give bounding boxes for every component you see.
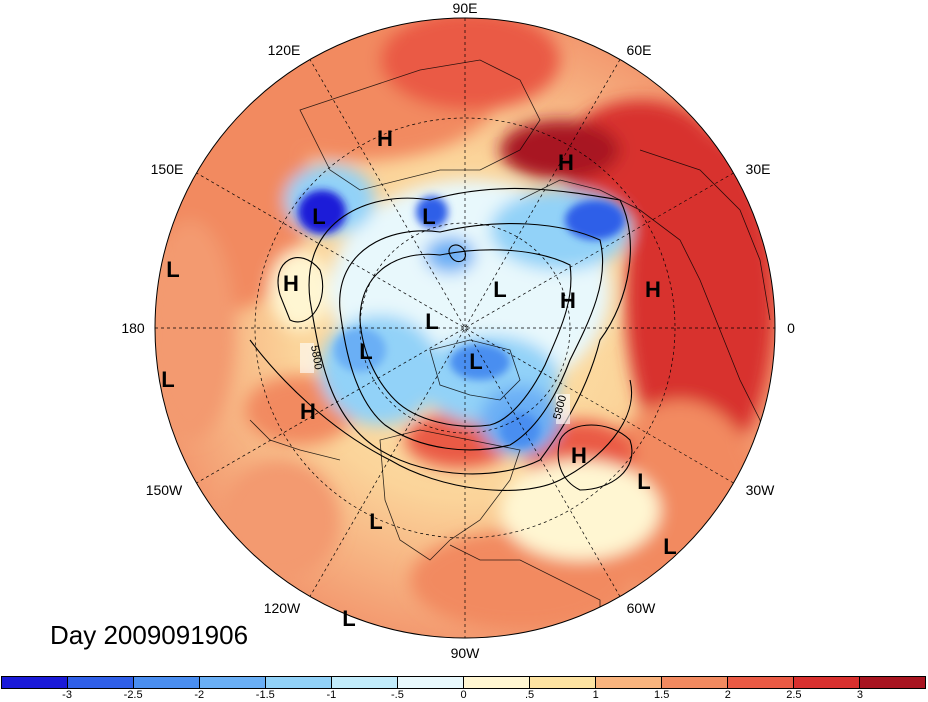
map-boundary	[154, 17, 776, 639]
colorbar-segment	[134, 677, 200, 688]
lon-label-120w: 120W	[264, 600, 301, 616]
lon-label-60e: 60E	[627, 42, 652, 58]
colorbar-tick-label: 0	[460, 689, 467, 701]
lon-label-180: 180	[121, 320, 145, 336]
colorbar-tick-label: -1	[326, 689, 337, 701]
colorbar-segment	[398, 677, 464, 688]
colorbar-segment	[68, 677, 134, 688]
colorbar-tick-label: 3	[856, 689, 863, 701]
colorbar-segment	[266, 677, 332, 688]
low-pressure-center: L	[166, 257, 179, 282]
high-pressure-center: H	[558, 150, 574, 175]
lon-label-150w: 150W	[146, 482, 183, 498]
colorbar-segment	[200, 677, 266, 688]
colorbar: -3 -2.5 -2 -1.5 -1 -.5 0 .5 1 1.5 2 2.5 3	[0, 676, 928, 702]
height-contours	[249, 187, 633, 491]
high-pressure-center: H	[560, 288, 576, 313]
lon-label-60w: 60W	[627, 600, 657, 616]
graticule	[155, 18, 775, 638]
high-pressure-center: H	[283, 271, 299, 296]
colorbar-tick-label: 1	[592, 689, 599, 701]
colorbar-segment	[2, 677, 68, 688]
colorbar-tick-label: 2	[724, 689, 731, 701]
high-pressure-center: H	[571, 443, 587, 468]
low-pressure-center: L	[342, 606, 355, 631]
low-pressure-center: L	[161, 367, 174, 392]
colorbar-segment	[860, 677, 925, 688]
polar-map: 5800 5800 90E 60E 30E 0 30W 60W 90W 120W…	[121, 0, 795, 661]
lon-label-0: 0	[787, 320, 795, 336]
colorbar-segment	[530, 677, 596, 688]
colorbar-tick-label: -1.5	[255, 689, 275, 701]
low-pressure-center: L	[663, 534, 676, 559]
low-pressure-center: L	[359, 339, 372, 364]
colorbar-segment	[728, 677, 794, 688]
coastlines	[249, 59, 771, 638]
colorbar-segment	[464, 677, 530, 688]
colorbar-tick-label: -.5	[391, 689, 404, 701]
colorbar-tick-label: 2.5	[786, 689, 802, 701]
pressure-centers: H H H H H H H L L L L L L L L L L L L	[161, 126, 676, 631]
lon-label-90e: 90E	[453, 0, 478, 16]
lon-label-150e: 150E	[151, 161, 184, 177]
longitude-labels: 90E 60E 30E 0 30W 60W 90W 120W 150W 180 …	[121, 0, 795, 661]
contour-label: 5800	[308, 344, 324, 370]
low-pressure-center: L	[425, 309, 438, 334]
low-pressure-center: L	[422, 204, 435, 229]
lon-label-30w: 30W	[746, 482, 776, 498]
anomaly-field	[155, 18, 775, 638]
low-pressure-center: L	[369, 509, 382, 534]
colorbar-bar	[1, 676, 926, 689]
lon-label-120e: 120E	[268, 42, 301, 58]
colorbar-tick-label: .5	[524, 689, 535, 701]
high-pressure-center: H	[645, 277, 661, 302]
low-pressure-center: L	[469, 349, 482, 374]
colorbar-segment	[662, 677, 728, 688]
colorbar-tick-label: -3	[62, 689, 72, 701]
lon-label-90w: 90W	[451, 645, 481, 661]
low-pressure-center: L	[493, 277, 506, 302]
low-pressure-center: L	[637, 469, 650, 494]
colorbar-tick-label: -2	[194, 689, 205, 701]
high-pressure-center: H	[300, 399, 316, 424]
contour-label-group: 5800 5800	[300, 343, 570, 424]
plot-title: Day 2009091906	[50, 620, 249, 650]
low-pressure-center: L	[312, 204, 325, 229]
colorbar-segment	[332, 677, 398, 688]
colorbar-tick-label: 1.5	[654, 689, 670, 701]
colorbar-tick-label: -2.5	[123, 689, 143, 701]
lon-label-30e: 30E	[746, 161, 771, 177]
colorbar-segment	[794, 677, 860, 688]
colorbar-segment	[596, 677, 662, 688]
high-pressure-center: H	[377, 126, 393, 151]
